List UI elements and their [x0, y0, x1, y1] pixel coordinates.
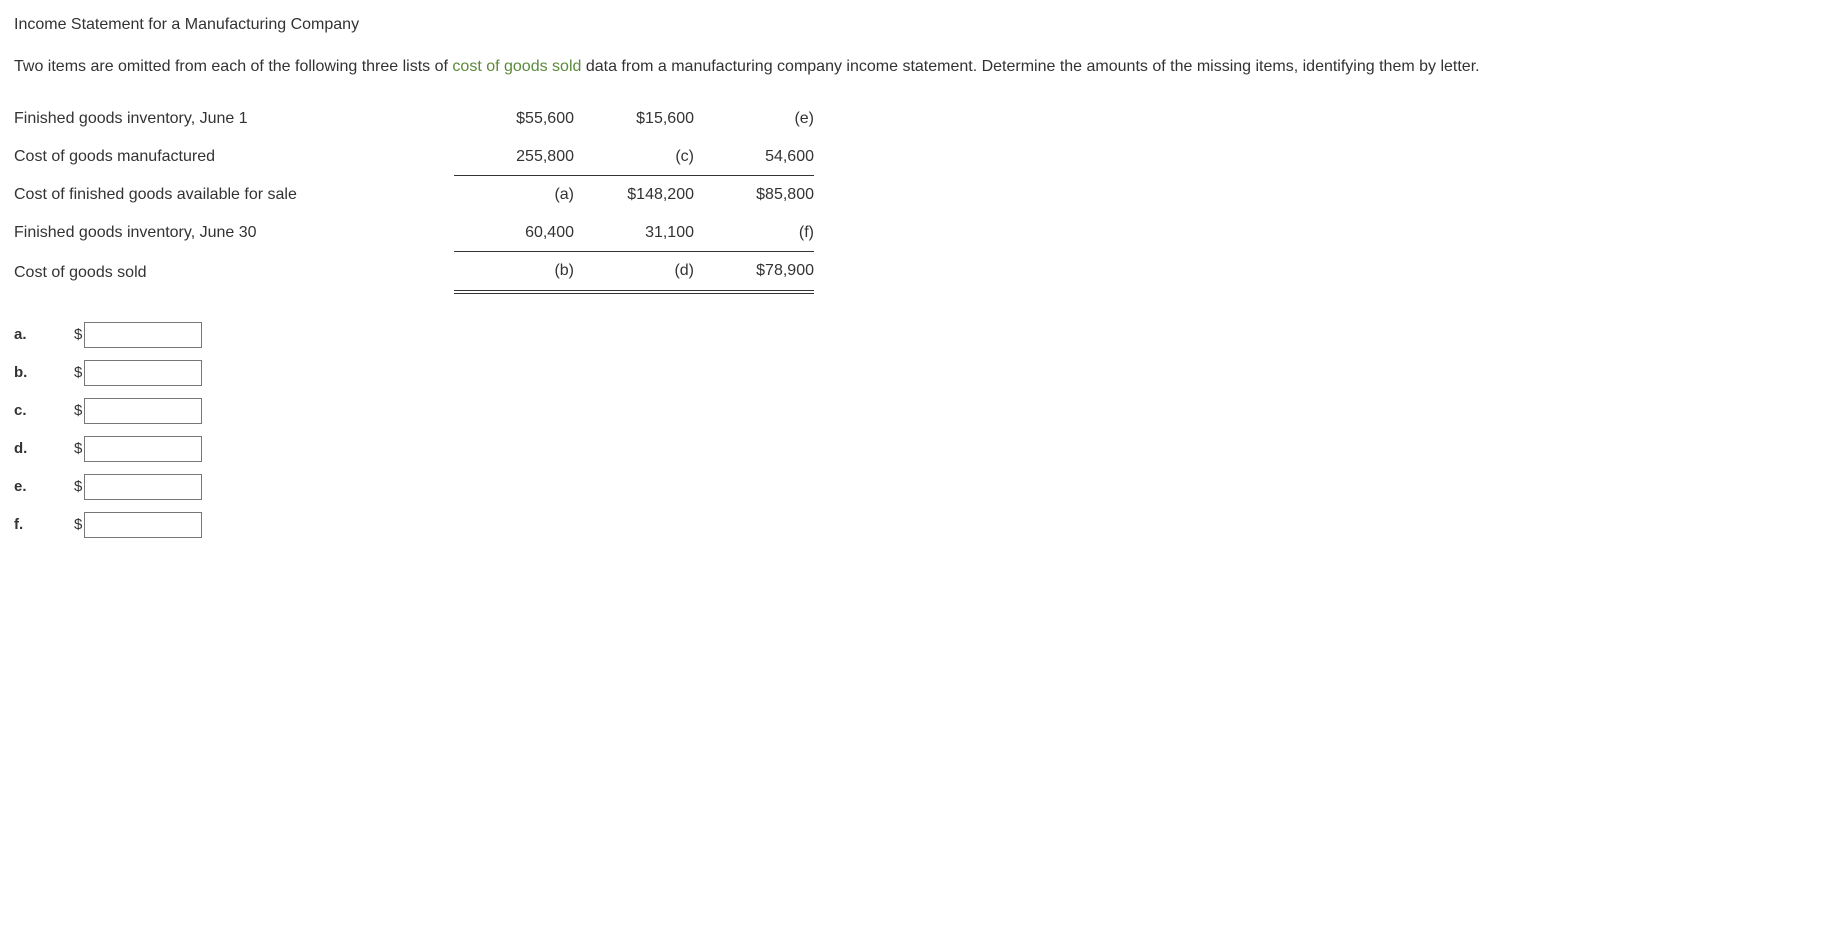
answer-label: b.: [14, 361, 74, 385]
cell: 60,400: [454, 214, 574, 252]
intro-text-after: data from a manufacturing company income…: [581, 58, 1479, 75]
row-label: Cost of finished goods available for sal…: [14, 176, 454, 214]
answer-input-c[interactable]: [84, 398, 202, 424]
answer-label: f.: [14, 513, 74, 537]
cell: $148,200: [574, 176, 694, 214]
currency-symbol: $: [74, 361, 82, 385]
cell: $15,600: [574, 100, 694, 138]
intro-paragraph: Two items are omitted from each of the f…: [14, 52, 1820, 82]
row-label: Cost of goods sold: [14, 252, 454, 292]
cell: (a): [454, 176, 574, 214]
row-label: Finished goods inventory, June 30: [14, 214, 454, 252]
cell: (b): [454, 252, 574, 292]
cell: 31,100: [574, 214, 694, 252]
cell: $55,600: [454, 100, 574, 138]
cell: 54,600: [694, 138, 814, 176]
cell: 255,800: [454, 138, 574, 176]
answer-label: e.: [14, 475, 74, 499]
answer-row-e: e. $: [14, 474, 1820, 500]
currency-symbol: $: [74, 323, 82, 347]
intro-text-before: Two items are omitted from each of the f…: [14, 58, 452, 75]
cell: (f): [694, 214, 814, 252]
answer-label: d.: [14, 437, 74, 461]
currency-symbol: $: [74, 399, 82, 423]
currency-symbol: $: [74, 475, 82, 499]
row-label: Cost of goods manufactured: [14, 138, 454, 176]
answer-input-f[interactable]: [84, 512, 202, 538]
row-label: Finished goods inventory, June 1: [14, 100, 454, 138]
table-row: Cost of goods manufactured 255,800 (c) 5…: [14, 138, 814, 176]
cell: (c): [574, 138, 694, 176]
cell: (e): [694, 100, 814, 138]
table-row: Cost of goods sold (b) (d) $78,900: [14, 252, 814, 292]
answer-row-a: a. $: [14, 322, 1820, 348]
currency-symbol: $: [74, 437, 82, 461]
cell: (d): [574, 252, 694, 292]
table-row: Cost of finished goods available for sal…: [14, 176, 814, 214]
answer-input-e[interactable]: [84, 474, 202, 500]
answer-label: a.: [14, 323, 74, 347]
page-title: Income Statement for a Manufacturing Com…: [14, 12, 1820, 38]
cogs-data-table: Finished goods inventory, June 1 $55,600…: [14, 100, 814, 294]
answer-row-f: f. $: [14, 512, 1820, 538]
answer-input-a[interactable]: [84, 322, 202, 348]
answer-input-b[interactable]: [84, 360, 202, 386]
table-row: Finished goods inventory, June 1 $55,600…: [14, 100, 814, 138]
currency-symbol: $: [74, 513, 82, 537]
cell: $85,800: [694, 176, 814, 214]
answer-row-b: b. $: [14, 360, 1820, 386]
answer-row-d: d. $: [14, 436, 1820, 462]
cost-of-goods-sold-link[interactable]: cost of goods sold: [452, 58, 581, 75]
answers-section: a. $ b. $ c. $ d. $ e. $ f. $: [14, 322, 1820, 538]
table-row: Finished goods inventory, June 30 60,400…: [14, 214, 814, 252]
cell: $78,900: [694, 252, 814, 292]
answer-label: c.: [14, 399, 74, 423]
answer-row-c: c. $: [14, 398, 1820, 424]
answer-input-d[interactable]: [84, 436, 202, 462]
